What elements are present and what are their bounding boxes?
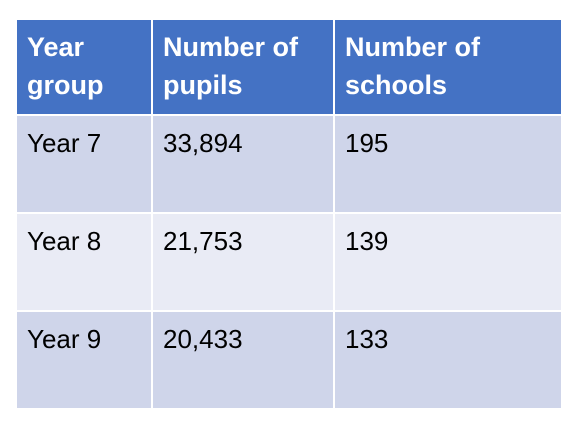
data-table: Year group Number of pupils Number of schools… — [15, 18, 563, 410]
table-row: Year 9 20,433 133 — [15, 310, 563, 410]
table-cell: 195 — [333, 114, 563, 214]
header-text: group — [27, 70, 104, 100]
table-body: Year 7 33,894 195 Year 8 21,753 139 Year 9 20,4… — [15, 114, 563, 410]
table-cell: 33,894 — [151, 114, 335, 214]
header-text: Number of — [163, 32, 298, 62]
table-row: Year 8 21,753 139 — [15, 212, 563, 312]
header-cell: Number of schools — [333, 18, 563, 116]
header-text: Number of — [345, 32, 480, 62]
table-cell: 20,433 — [151, 310, 335, 410]
header-row: Year group Number of pupils Number of schools — [15, 18, 563, 116]
header-cell: Year group — [15, 18, 153, 116]
table-row: Year 7 33,894 195 — [15, 114, 563, 214]
table-cell: 21,753 — [151, 212, 335, 312]
table-cell: Year 8 — [15, 212, 153, 312]
table-cell: Year 9 — [15, 310, 153, 410]
table-cell: 133 — [333, 310, 563, 410]
table-cell: Year 7 — [15, 114, 153, 214]
table-header: Year group Number of pupils Number of schools — [15, 18, 563, 116]
header-text: pupils — [163, 70, 243, 100]
header-cell: Number of pupils — [151, 18, 335, 116]
table-container: Year group Number of pupils Number of schools… — [15, 18, 563, 410]
header-text: schools — [345, 70, 448, 100]
header-text: Year — [27, 32, 85, 62]
table-cell: 139 — [333, 212, 563, 312]
